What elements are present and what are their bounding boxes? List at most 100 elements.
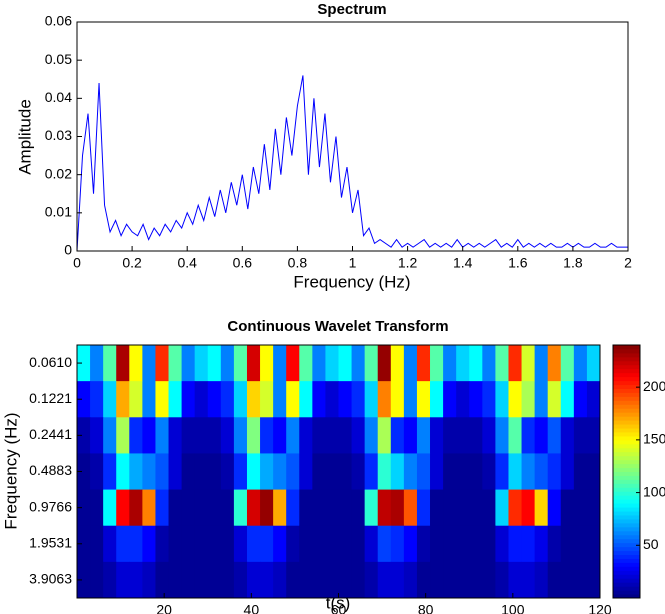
- heatmap-cell: [312, 345, 326, 382]
- heatmap-cell: [586, 561, 601, 599]
- heatmap-cell: [207, 381, 222, 418]
- heatmap-cell: [299, 561, 313, 599]
- heatmap-cell: [220, 453, 235, 491]
- heatmap-cell: [403, 561, 418, 599]
- y-tick-label: 0.01: [45, 204, 72, 220]
- colorbar-swatch: [613, 428, 640, 433]
- heatmap-cell: [299, 381, 313, 418]
- heatmap-cell: [443, 453, 457, 491]
- heatmap-cell: [430, 381, 444, 418]
- heatmap-cell: [547, 345, 562, 382]
- x-tick-label: 1.8: [563, 255, 583, 271]
- heatmap-cell: [416, 489, 431, 527]
- heatmap-cell: [90, 417, 104, 454]
- colorbar-swatch: [613, 451, 640, 457]
- heatmap-cell: [351, 345, 366, 382]
- heatmap-cell: [469, 417, 483, 454]
- heatmap-cell: [155, 489, 170, 527]
- heatmap-cell: [299, 489, 313, 527]
- heatmap-cell: [90, 381, 104, 418]
- x-tick-label: 80: [418, 602, 434, 614]
- heatmap-cell: [286, 525, 300, 563]
- heatmap-cell: [443, 417, 457, 454]
- colorbar-swatch: [613, 396, 640, 401]
- heatmap-cell: [325, 453, 339, 491]
- heatmap-cell: [456, 561, 470, 599]
- heatmap-cell: [377, 417, 392, 454]
- heatmap-cell: [325, 417, 339, 454]
- x-tick-label: 0.8: [288, 255, 308, 271]
- heatmap-cell: [129, 525, 143, 563]
- heatmap-cell: [521, 381, 536, 418]
- heatmap-cell: [586, 345, 601, 382]
- heatmap-cell: [377, 525, 392, 563]
- heatmap-cell: [273, 489, 287, 527]
- heatmap-cell: [220, 417, 235, 454]
- heatmap-cell: [416, 381, 431, 418]
- heatmap-cell: [312, 381, 326, 418]
- heatmap-cell: [586, 489, 601, 527]
- heatmap-cell: [168, 489, 183, 527]
- heatmap-cell: [142, 453, 156, 491]
- heatmap-cell: [534, 345, 549, 382]
- heatmap-cell: [547, 453, 562, 491]
- heatmap-cell: [521, 525, 536, 563]
- heatmap-cell: [573, 417, 588, 454]
- heatmap-cell: [116, 525, 130, 563]
- heatmap-cell: [508, 561, 523, 599]
- heatmap-cell: [495, 453, 509, 491]
- colorbar-swatch: [613, 388, 640, 393]
- heatmap-cell: [443, 489, 457, 527]
- heatmap-cell: [181, 345, 196, 382]
- colorbar-swatch: [613, 499, 640, 504]
- heatmap-cell: [377, 381, 392, 418]
- heatmap-cell: [90, 489, 104, 527]
- heatmap-cell: [456, 489, 470, 527]
- heatmap-cell: [364, 345, 379, 382]
- x-tick-label: 1: [349, 255, 357, 271]
- colorbar-swatch: [613, 495, 640, 500]
- heatmap-cell: [155, 417, 170, 454]
- heatmap-cell: [482, 525, 496, 563]
- axes-box: [76, 21, 629, 252]
- colorbar-swatch: [613, 372, 640, 378]
- heatmap-cell: [573, 525, 588, 563]
- colorbar-swatch: [613, 348, 640, 354]
- y-tick-label: 0.0610: [29, 354, 72, 370]
- heatmap-cell: [129, 453, 143, 491]
- heatmap-cell: [443, 345, 457, 382]
- colorbar-swatch: [613, 380, 640, 386]
- heatmap-cell: [534, 561, 549, 599]
- colorbar-swatch: [613, 586, 640, 591]
- heatmap-cell: [456, 417, 470, 454]
- colorbar-swatch: [613, 384, 640, 389]
- heatmap-cell: [338, 381, 353, 418]
- heatmap-cell: [560, 417, 575, 454]
- y-tick-label: 0: [64, 242, 72, 258]
- colorbar-swatch: [613, 416, 640, 421]
- heatmap-cell: [482, 381, 496, 418]
- colorbar-swatch: [613, 546, 640, 552]
- y-tick-label: 0.03: [45, 127, 72, 143]
- heatmap-cell: [338, 489, 353, 527]
- colorbar-swatch: [613, 570, 640, 575]
- heatmap-cell: [181, 453, 196, 491]
- heatmap-cell: [260, 489, 274, 527]
- y-tick-label: 0.4883: [29, 462, 72, 478]
- heatmap-cell: [286, 489, 300, 527]
- y-tick-label: 0.9766: [29, 498, 72, 514]
- heatmap-cell: [233, 345, 248, 382]
- heatmap-cell: [77, 417, 91, 454]
- heatmap-cell: [103, 417, 117, 454]
- heatmap-cell: [312, 525, 326, 563]
- heatmap-cell: [469, 489, 483, 527]
- colorbar-swatch: [613, 522, 640, 528]
- heatmap-cell: [482, 453, 496, 491]
- axes-box: [76, 344, 601, 599]
- heatmap-cell: [469, 453, 483, 491]
- y-tick-label: 0.2441: [29, 426, 72, 442]
- colorbar-swatch: [613, 590, 640, 595]
- colorbar-swatch: [613, 404, 640, 409]
- heatmap-cell: [364, 489, 379, 527]
- y-tick-label: 0.04: [45, 89, 72, 105]
